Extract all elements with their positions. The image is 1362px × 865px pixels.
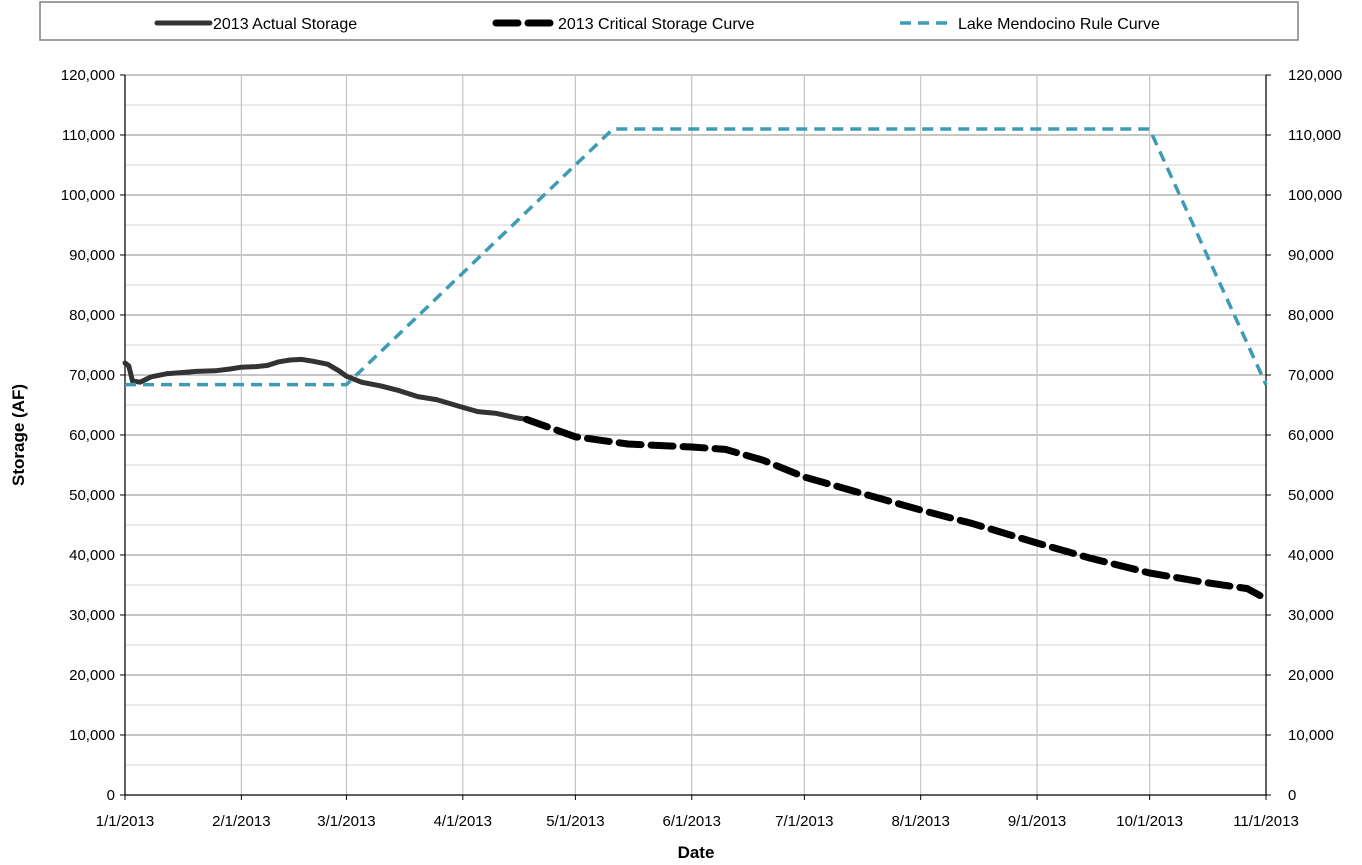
critical-storage-line [523,415,1270,603]
x-tick-label: 2/1/2013 [212,813,270,830]
legend-label: 2013 Critical Storage Curve [558,16,755,33]
axes [120,74,1271,800]
y-tick-label: 120,000 [61,67,115,84]
y-tick-label: 110,000 [62,127,115,144]
y2-tick-label: 0 [1288,787,1296,804]
rule-curve-line [125,127,1268,387]
y2-tick-label: 90,000 [1288,247,1334,264]
actual-storage-line [122,356,530,422]
y2-tick-label: 110,000 [1288,127,1341,144]
y-tick-label: 20,000 [69,667,115,684]
y-tick-label: 0 [107,787,115,804]
x-tick-label: 6/1/2013 [663,813,721,830]
y-tick-label: 10,000 [69,727,115,744]
x-tick-label: 8/1/2013 [892,813,950,830]
y2-tick-label: 50,000 [1288,487,1334,504]
y2-tick-label: 30,000 [1288,607,1334,624]
y-tick-label: 80,000 [69,307,115,324]
y2-tick-label: 120,000 [1288,67,1342,84]
y-tick-label: 30,000 [69,607,115,624]
y-tick-label: 50,000 [69,487,115,504]
y2-tick-label: 100,000 [1288,187,1342,204]
gridlines [124,74,1267,795]
x-tick-label: 7/1/2013 [775,813,833,830]
y2-tick-label: 10,000 [1288,727,1334,744]
legend-label: 2013 Actual Storage [213,16,357,33]
x-tick-label: 1/1/2013 [96,813,154,830]
legend-item-critical-storage: 2013 Critical Storage Curve [492,16,755,33]
x-tick-label: 10/1/2013 [1116,813,1183,830]
x-tick-label: 4/1/2013 [434,813,492,830]
series-lines [122,127,1270,603]
legend-box [39,1,1299,41]
y2-tick-label: 20,000 [1288,667,1334,684]
x-axis-title: Date [678,843,715,862]
x-tick-label: 5/1/2013 [546,813,604,830]
y2-tick-label: 70,000 [1288,367,1334,384]
y-tick-label: 90,000 [69,247,115,264]
y-tick-label: 70,000 [69,367,115,384]
y2-tick-label: 80,000 [1288,307,1334,324]
x-tick-label: 3/1/2013 [317,813,375,830]
x-tick-label: 11/1/2013 [1233,813,1299,830]
legend-item-actual-storage: 2013 Actual Storage [154,16,357,33]
y-tick-label: 40,000 [69,547,115,564]
x-tick-label: 9/1/2013 [1008,813,1066,830]
legend: 2013 Actual Storage 2013 Critical Storage… [154,16,1160,33]
y-axis-title: Storage (AF) [9,384,28,486]
tick-labels: 0 0 10,000 10,000 20,000 20,000 30,000 30,000 40… [61,67,1342,830]
y-tick-label: 60,000 [69,427,115,444]
y-tick-label: 100,000 [61,187,115,204]
y2-tick-label: 60,000 [1288,427,1334,444]
y2-tick-label: 40,000 [1288,547,1334,564]
legend-label: Lake Mendocino Rule Curve [958,16,1160,33]
legend-item-rule-curve: Lake Mendocino Rule Curve [900,16,1160,33]
